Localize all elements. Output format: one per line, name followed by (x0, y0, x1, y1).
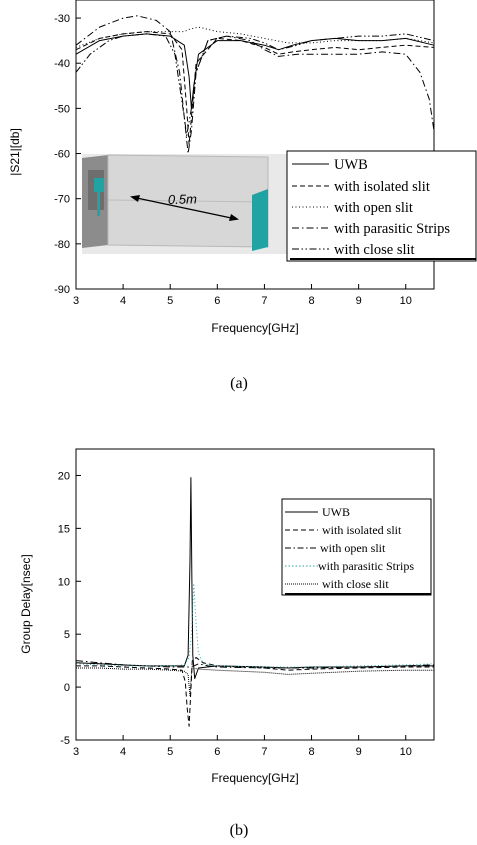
chart-b-y-tick-label: 10 (58, 576, 70, 588)
chart-b-ticks: 3 4 5 6 7 8 9 10 -5 0 5 10 15 20 (58, 470, 412, 758)
legend-b-label-parasitic-strips: with parasitic Strips (318, 559, 414, 573)
chart-b-x-axis-title: Frequency[GHz] (211, 771, 298, 785)
chart-b-series-with-parasitic-strips (75, 582, 435, 668)
legend-a-label-isolated-slit: with isolated slit (334, 179, 430, 195)
inset-box-edge (107, 199, 269, 203)
chart-b-frame (75, 448, 435, 741)
chart-a-x-tick-label: 7 (261, 295, 267, 307)
chart-a-x-axis-title: Frequency[GHz] (211, 321, 298, 335)
chart-b-y-tick-label: 0 (64, 682, 70, 694)
legend-b-label-uwb: UWB (322, 505, 350, 519)
legend-b-label-isolated-slit: with isolated slit (322, 523, 402, 537)
legend-a-label-close-slit: with close slit (334, 242, 415, 258)
chart-b: 3 4 5 6 7 8 9 10 -5 0 5 10 15 20 UWB with isolated sl… (19, 448, 435, 839)
chart-a-y-tick-label: -70 (54, 194, 70, 206)
inset-feed-line (97, 192, 100, 216)
chart-b-x-tick-label: 3 (73, 746, 79, 758)
chart-a-x-tick-label: 3 (73, 295, 79, 307)
chart-a-x-tick-label: 8 (308, 295, 314, 307)
legend-a-label-uwb: UWB (334, 157, 368, 173)
chart-b-y-tick-label: -5 (60, 735, 70, 747)
chart-b-series-with-close-slit (76, 667, 434, 697)
measurement-setup-inset: 0.5m (82, 154, 289, 254)
chart-b-x-tick-label: 9 (356, 746, 362, 758)
inset-distance-arrow (131, 196, 237, 220)
inset-receiver-antenna (252, 189, 268, 251)
chart-a-y-tick-label: -30 (54, 13, 70, 25)
chart-b-plot-area (75, 477, 435, 727)
chart-a-series-with-open-slit (75, 26, 435, 48)
chart-a-legend-box (286, 150, 477, 262)
inset-arrowhead-left (130, 195, 140, 202)
inset-antenna-patch (94, 178, 104, 192)
chart-b-x-tick-label: 6 (214, 746, 220, 758)
chart-a-y-tick-label: -90 (54, 284, 70, 296)
chart-b-legend-box (281, 498, 432, 596)
chart-b-legend: UWB with isolated slit with open slit wi… (281, 498, 432, 596)
chart-a-frame (75, 0, 435, 290)
legend-b-label-close-slit: with close slit (322, 577, 389, 591)
chart-a-x-tick-label: 4 (120, 295, 126, 307)
chart-a-plot-area (75, 15, 435, 154)
chart-a-y-tick-label: -40 (54, 58, 70, 70)
chart-b-y-tick-label: 15 (58, 523, 70, 535)
chart-a-x-tick-label: 9 (356, 295, 362, 307)
chart-a-caption: (a) (230, 375, 248, 392)
chart-a-x-tick-label: 6 (214, 295, 220, 307)
legend-a-label-parasitic-strips: with parasitic Strips (334, 221, 450, 237)
chart-a-y-axis-title: |S21|[db] (8, 128, 22, 176)
chart-a-legend: UWB with isolated slit with open slit wi… (286, 150, 477, 262)
legend-a-label-open-slit: with open slit (334, 200, 413, 216)
chart-b-x-tick-label: 8 (308, 746, 314, 758)
chart-b-series-with-isolated-slit (76, 657, 434, 727)
legend-b-label-open-slit: with open slit (320, 541, 386, 555)
chart-a-x-tick-label: 10 (400, 295, 412, 307)
chart-b-y-axis-title: Group Delay[nsec] (19, 554, 33, 653)
chart-a-x-tick-label: 5 (167, 295, 173, 307)
chart-a-series-with-isolated-slit (75, 31, 435, 145)
chart-a-ticks: 3 4 5 6 7 8 9 10 -90 -80 -70 -60 -50 -40 -30 (54, 13, 412, 307)
chart-a-series-with-close-slit (75, 33, 435, 136)
chart-a: 3 4 5 6 7 8 9 10 -90 -80 -70 -60 -50 -40 -30 0.5m UWB … (8, 0, 477, 392)
chart-a-series-with-parasitic-strips (75, 15, 435, 154)
chart-b-x-tick-label: 4 (120, 746, 126, 758)
chart-a-y-tick-label: -60 (54, 149, 70, 161)
chart-b-x-tick-label: 5 (167, 746, 173, 758)
chart-b-x-tick-label: 10 (400, 746, 412, 758)
chart-b-x-tick-label: 7 (261, 746, 267, 758)
chart-b-caption: (b) (230, 822, 249, 839)
inset-distance-label: 0.5m (168, 191, 197, 207)
chart-b-y-tick-label: 20 (58, 470, 70, 482)
chart-a-y-tick-label: -50 (54, 103, 70, 115)
inset-arrowhead-right (229, 214, 239, 221)
chart-b-y-tick-label: 5 (64, 629, 70, 641)
chart-a-y-tick-label: -80 (54, 239, 70, 251)
